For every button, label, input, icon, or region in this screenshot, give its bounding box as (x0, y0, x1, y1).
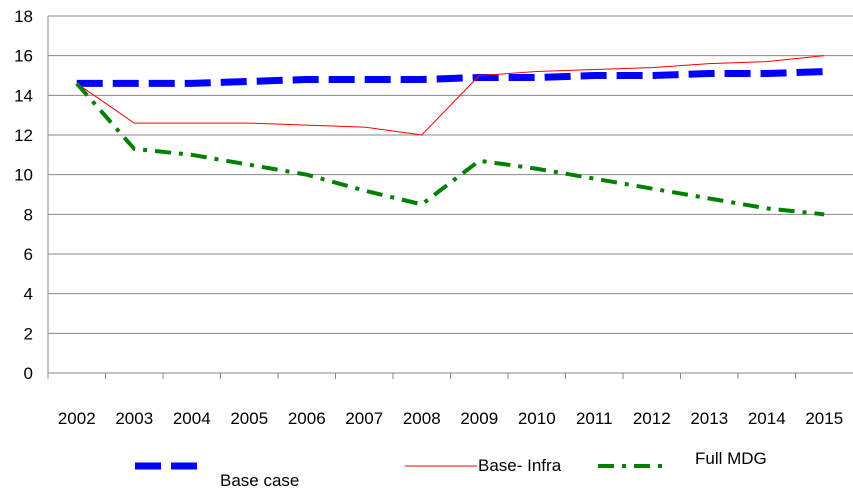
x-tick-label: 2015 (805, 409, 843, 428)
y-tick-label: 6 (24, 245, 33, 264)
y-tick-label: 4 (24, 285, 33, 304)
x-tick-label: 2004 (173, 409, 211, 428)
y-tick-label: 12 (14, 126, 33, 145)
x-tick-label: 2010 (518, 409, 556, 428)
y-tick-label: 10 (14, 166, 33, 185)
y-tick-label: 14 (14, 86, 33, 105)
y-tick-label: 0 (24, 364, 33, 383)
legend-label: Base- Infra (478, 456, 562, 475)
y-tick-label: 16 (14, 47, 33, 66)
x-tick-label: 2011 (576, 409, 613, 428)
x-tick-label: 2008 (403, 409, 441, 428)
x-tick-label: 2006 (288, 409, 326, 428)
x-tick-label: 2009 (460, 409, 498, 428)
series-line (75, 82, 825, 217)
series-line (76, 68, 825, 87)
y-tick-label: 8 (24, 205, 33, 224)
legend-label: Full MDG (695, 449, 767, 468)
y-tick-label: 2 (24, 324, 33, 343)
x-tick-label: 2005 (230, 409, 268, 428)
x-tick-label: 2002 (58, 409, 96, 428)
x-tick-label: 2007 (345, 409, 383, 428)
x-tick-label: 2013 (690, 409, 728, 428)
x-tick-label: 2014 (748, 409, 786, 428)
series-line (76, 55, 825, 136)
legend-label: Base case (220, 471, 299, 489)
x-tick-label: 2012 (633, 409, 671, 428)
x-tick-label: 2003 (115, 409, 153, 428)
y-tick-label: 18 (14, 7, 33, 26)
